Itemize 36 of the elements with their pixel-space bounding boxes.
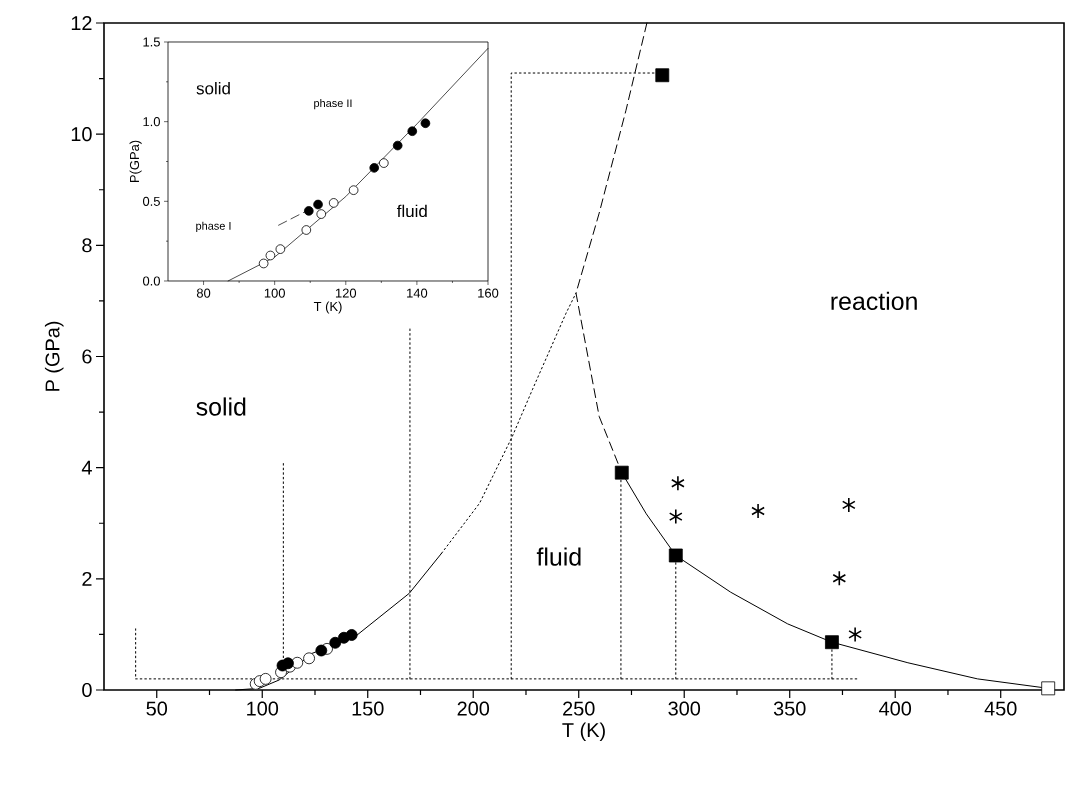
x-tick-label: 200	[457, 701, 490, 716]
x-axis-title: T (K)	[313, 301, 342, 314]
x-tick-label: 50	[146, 701, 168, 716]
y-tick-label: 0.5	[142, 196, 160, 206]
y-tick-label: 1.5	[143, 37, 160, 47]
y-tick-label: 0.0	[142, 276, 160, 286]
x-tick-label: 150	[352, 701, 384, 716]
x-tick-label: 160	[478, 288, 499, 298]
y-tick-label: 0	[82, 682, 92, 698]
x-tick-label: 400	[879, 701, 912, 716]
x-tick-label: 300	[668, 701, 701, 716]
y-axis-title: P (GPa)	[44, 321, 64, 391]
x-tick-label: 140	[407, 288, 428, 298]
x-tick-label: 100	[247, 701, 279, 716]
annotation: reaction	[831, 291, 917, 311]
x-axis-title: T (K)	[562, 722, 605, 742]
y-tick-label: 2	[82, 571, 92, 586]
y-tick-label: 6	[82, 349, 92, 364]
annotation: fluid	[396, 204, 427, 218]
annotation: phase II	[314, 99, 352, 110]
y-tick-label: 1.0	[143, 117, 160, 127]
y-tick-label: 8	[82, 238, 92, 253]
annotation: phase I	[196, 221, 231, 232]
y-tick-label: 4	[81, 460, 92, 475]
x-tick-label: 120	[335, 288, 357, 298]
y-tick-label: 12	[71, 16, 92, 30]
x-tick-label: 100	[264, 288, 285, 298]
y-axis-title: P(GPa)	[129, 140, 142, 183]
y-tick-label: 10	[71, 127, 92, 142]
x-tick-label: 350	[773, 701, 806, 716]
x-tick-label: 80	[196, 288, 211, 298]
x-tick-label: 450	[984, 701, 1017, 716]
annotation: fluid	[536, 547, 581, 566]
x-tick-label: 250	[563, 701, 595, 716]
annotation: solid	[196, 81, 230, 95]
annotation: solid	[196, 397, 246, 416]
